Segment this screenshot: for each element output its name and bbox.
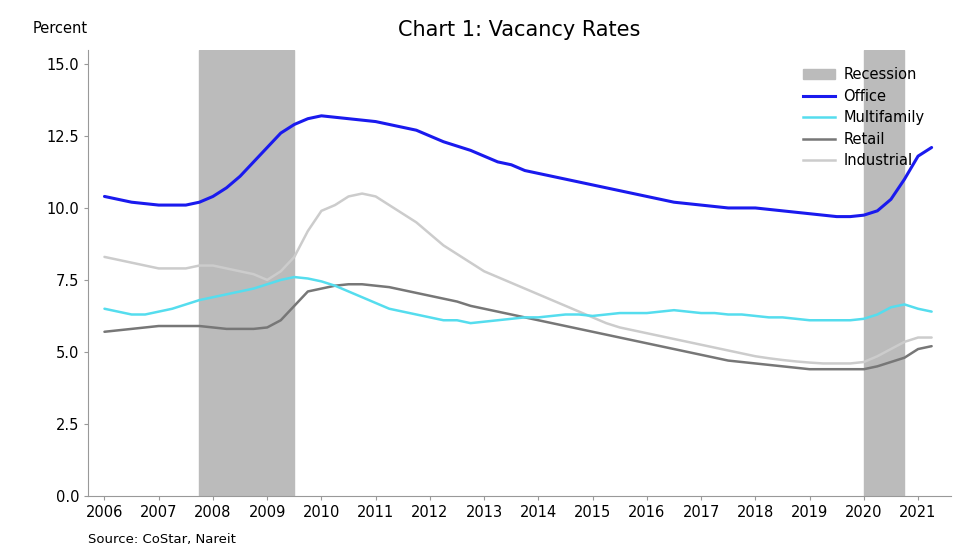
Title: Chart 1: Vacancy Rates: Chart 1: Vacancy Rates: [398, 20, 641, 40]
Bar: [199, 50, 294, 496]
Text: Percent: Percent: [32, 21, 87, 36]
Bar: [863, 50, 905, 496]
Text: Source: CoStar, Nareit: Source: CoStar, Nareit: [88, 533, 236, 545]
Legend: Recession, Office, Multifamily, Retail, Industrial: Recession, Office, Multifamily, Retail, …: [797, 61, 930, 174]
